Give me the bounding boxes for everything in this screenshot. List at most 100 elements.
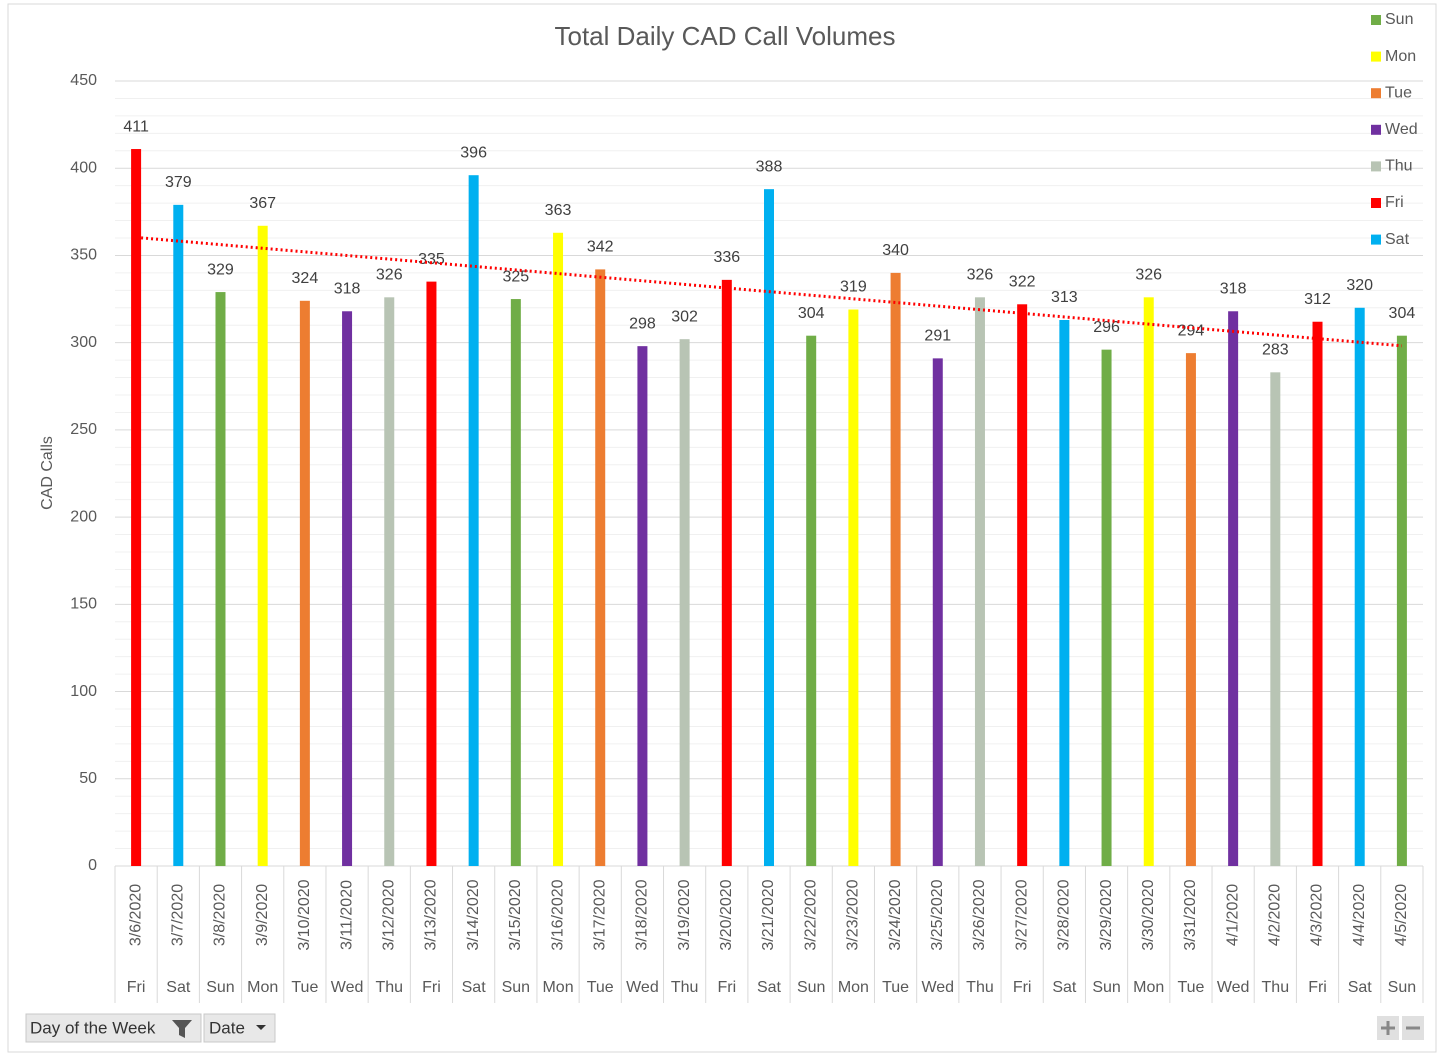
chart-title: Total Daily CAD Call Volumes <box>554 21 895 51</box>
x-tick-label: 3/28/2020 <box>1056 879 1073 950</box>
data-label: 313 <box>1051 289 1078 306</box>
bar <box>679 339 690 867</box>
data-label: 320 <box>1346 277 1373 294</box>
x-tick-label: 3/31/2020 <box>1182 879 1199 950</box>
data-label: 298 <box>629 315 656 332</box>
bar <box>342 311 353 866</box>
legend-label: Sun <box>1385 11 1413 28</box>
data-label: 388 <box>756 158 783 175</box>
data-label: 379 <box>165 174 192 191</box>
day-label: Sun <box>1388 979 1416 996</box>
data-label: 335 <box>418 251 445 268</box>
data-label: 340 <box>882 242 909 259</box>
x-tick-label: 3/17/2020 <box>591 879 608 950</box>
x-tick-label: 3/26/2020 <box>971 879 988 950</box>
day-label: Tue <box>882 979 909 996</box>
data-label: 304 <box>798 305 825 322</box>
data-label: 329 <box>207 261 234 278</box>
data-label: 312 <box>1304 291 1331 308</box>
y-tick-label: 150 <box>70 596 97 613</box>
y-tick-label: 50 <box>79 770 97 787</box>
day-label: Wed <box>626 979 659 996</box>
x-tick-label: 3/23/2020 <box>845 879 862 950</box>
legend-swatch <box>1371 124 1381 135</box>
legend-label: Wed <box>1385 121 1418 138</box>
x-tick-label: 4/1/2020 <box>1224 884 1241 946</box>
data-label: 291 <box>924 328 951 345</box>
day-label: Mon <box>542 979 573 996</box>
bar <box>384 297 395 866</box>
legend-label: Fri <box>1385 194 1404 211</box>
data-label: 294 <box>1178 322 1205 339</box>
data-label: 326 <box>1135 267 1162 284</box>
bar <box>426 281 437 867</box>
day-label: Sat <box>166 979 191 996</box>
x-tick-label: 3/29/2020 <box>1098 879 1115 950</box>
legend-swatch <box>1371 15 1381 25</box>
legend-label: Sat <box>1385 231 1410 248</box>
day-label: Sun <box>206 979 234 996</box>
y-tick-label: 450 <box>70 72 97 89</box>
day-label: Fri <box>1013 979 1032 996</box>
field-button-label: Date <box>209 1018 245 1037</box>
x-tick-label: 3/18/2020 <box>634 879 651 950</box>
data-label: 336 <box>713 249 740 266</box>
day-label: Mon <box>247 979 278 996</box>
day-label: Sat <box>757 979 782 996</box>
bar <box>299 300 310 866</box>
bar <box>173 204 184 866</box>
bar <box>1312 321 1323 866</box>
day-label: Tue <box>291 979 318 996</box>
day-label: Fri <box>127 979 146 996</box>
bar <box>595 269 606 866</box>
day-label: Fri <box>717 979 736 996</box>
y-tick-label: 0 <box>88 857 97 874</box>
y-tick-label: 400 <box>70 159 97 176</box>
y-axis-label: CAD Calls <box>39 436 56 510</box>
x-tick-label: 3/21/2020 <box>760 879 777 950</box>
legend-swatch <box>1371 234 1381 245</box>
bar <box>468 175 479 866</box>
x-tick-label: 3/22/2020 <box>802 879 819 950</box>
x-tick-label: 3/25/2020 <box>929 879 946 950</box>
x-tick-label: 4/4/2020 <box>1351 884 1368 946</box>
data-label: 296 <box>1093 319 1120 336</box>
legend-swatch <box>1371 198 1381 208</box>
x-tick-label: 3/24/2020 <box>887 879 904 950</box>
data-label: 319 <box>840 279 867 296</box>
field-button[interactable] <box>25 1013 202 1043</box>
x-tick-label: 3/30/2020 <box>1140 879 1157 950</box>
day-label: Sat <box>462 979 487 996</box>
y-tick-label: 250 <box>70 421 97 438</box>
x-tick-label: 3/16/2020 <box>549 879 566 950</box>
bar <box>637 346 648 867</box>
x-tick-label: 3/14/2020 <box>465 879 482 950</box>
data-label: 326 <box>376 267 403 284</box>
x-tick-label: 3/13/2020 <box>423 879 440 950</box>
x-tick-label: 3/27/2020 <box>1013 879 1030 950</box>
day-label: Sun <box>502 979 530 996</box>
data-label: 302 <box>671 308 698 325</box>
filter-icon <box>172 1020 192 1038</box>
x-tick-label: 3/15/2020 <box>507 879 524 950</box>
day-label: Sun <box>1092 979 1120 996</box>
trendline <box>135 235 1403 348</box>
data-label: 342 <box>587 239 614 256</box>
bar <box>806 335 817 866</box>
bar <box>1101 349 1112 867</box>
bar <box>721 279 732 866</box>
y-tick-label: 300 <box>70 334 97 351</box>
data-label: 411 <box>123 118 149 135</box>
y-tick-label: 100 <box>70 683 97 700</box>
bar <box>848 309 859 866</box>
data-label: 318 <box>1220 280 1247 297</box>
x-tick-label: 3/20/2020 <box>718 879 735 950</box>
bar <box>1059 319 1070 866</box>
field-button[interactable] <box>203 1013 276 1043</box>
x-tick-label: 3/6/2020 <box>127 884 144 946</box>
day-label: Sun <box>797 979 825 996</box>
y-tick-label: 350 <box>70 247 97 264</box>
day-label: Thu <box>375 979 403 996</box>
bar <box>1354 307 1365 866</box>
day-label: Fri <box>1308 979 1327 996</box>
